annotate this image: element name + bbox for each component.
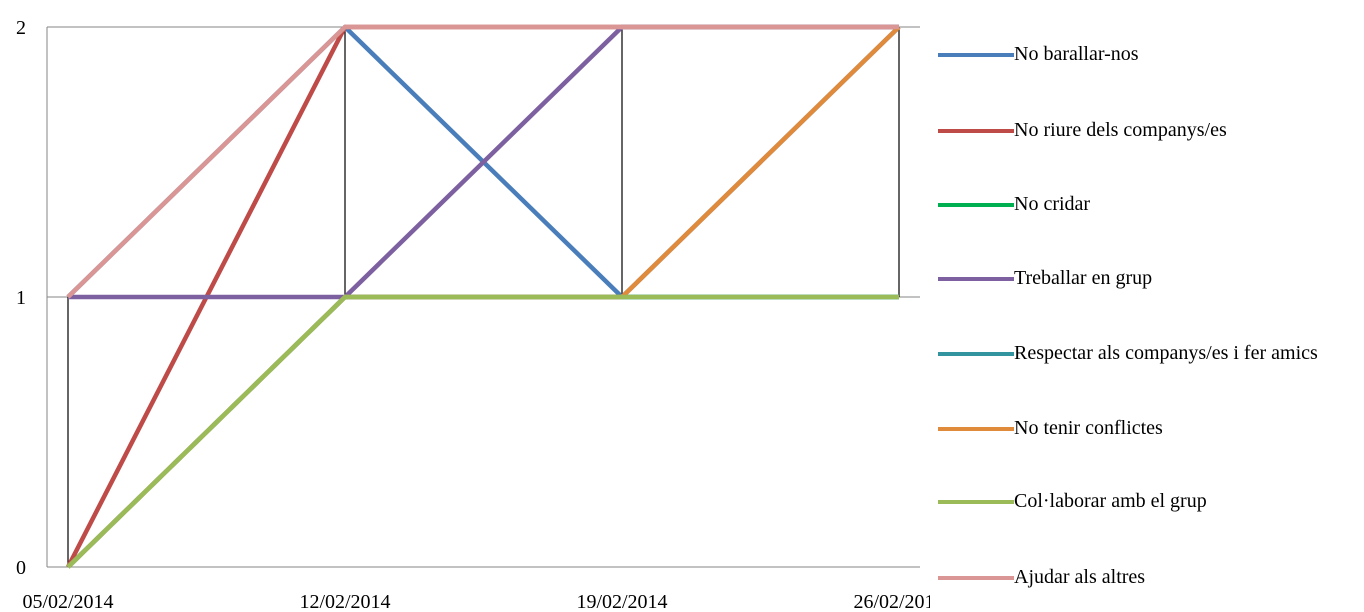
legend-swatch	[938, 203, 1014, 207]
legend: No barallar-nos No riure dels companys/es…	[938, 0, 1358, 612]
x-tick-label: 19/02/2014	[576, 591, 667, 612]
legend-swatch	[938, 129, 1014, 133]
legend-label: Col·laborar amb el grup	[1014, 490, 1207, 512]
legend-item: Col·laborar amb el grup	[938, 490, 1354, 512]
y-tick-label: 1	[16, 287, 26, 309]
legend-swatch	[938, 500, 1014, 504]
legend-item: Treballar en grup	[938, 267, 1354, 289]
series-line	[68, 24, 899, 300]
legend-item: No barallar-nos	[938, 43, 1354, 65]
legend-label: No cridar	[1014, 193, 1091, 215]
x-tick-label: 12/02/2014	[299, 591, 390, 612]
x-tick-label: 26/02/2014	[853, 591, 930, 612]
series-line	[66, 294, 899, 569]
legend-item: No riure dels companys/es	[938, 119, 1354, 141]
legend-swatch	[938, 53, 1014, 57]
series-line	[66, 24, 899, 299]
legend-label: No tenir conflictes	[1014, 417, 1163, 439]
chart: 0 1 2 05/02/2014 12/02/2014 19/02/2014 26/02/2…	[16, 17, 930, 612]
legend-item: Respectar als companys/es i fer amics	[938, 342, 1354, 364]
y-tick-label: 2	[16, 17, 26, 39]
legend-swatch	[938, 427, 1014, 431]
legend-swatch	[938, 576, 1014, 580]
series-line	[66, 294, 899, 569]
legend-label: Respectar als companys/es i fer amics	[1014, 342, 1318, 364]
legend-label: No riure dels companys/es	[1014, 119, 1227, 141]
series-line	[66, 294, 899, 569]
legend-label: Treballar en grup	[1014, 267, 1153, 289]
legend-swatch	[938, 277, 1014, 281]
legend-item: No cridar	[938, 193, 1354, 215]
legend-swatch	[938, 352, 1014, 356]
legend-item: No tenir conflictes	[938, 417, 1354, 439]
legend-item: Ajudar als altres	[938, 566, 1354, 588]
x-tick-label: 05/02/2014	[22, 591, 113, 612]
legend-label: Ajudar als altres	[1014, 566, 1146, 588]
legend-label: No barallar-nos	[1014, 43, 1139, 65]
y-tick-label: 0	[16, 557, 26, 579]
